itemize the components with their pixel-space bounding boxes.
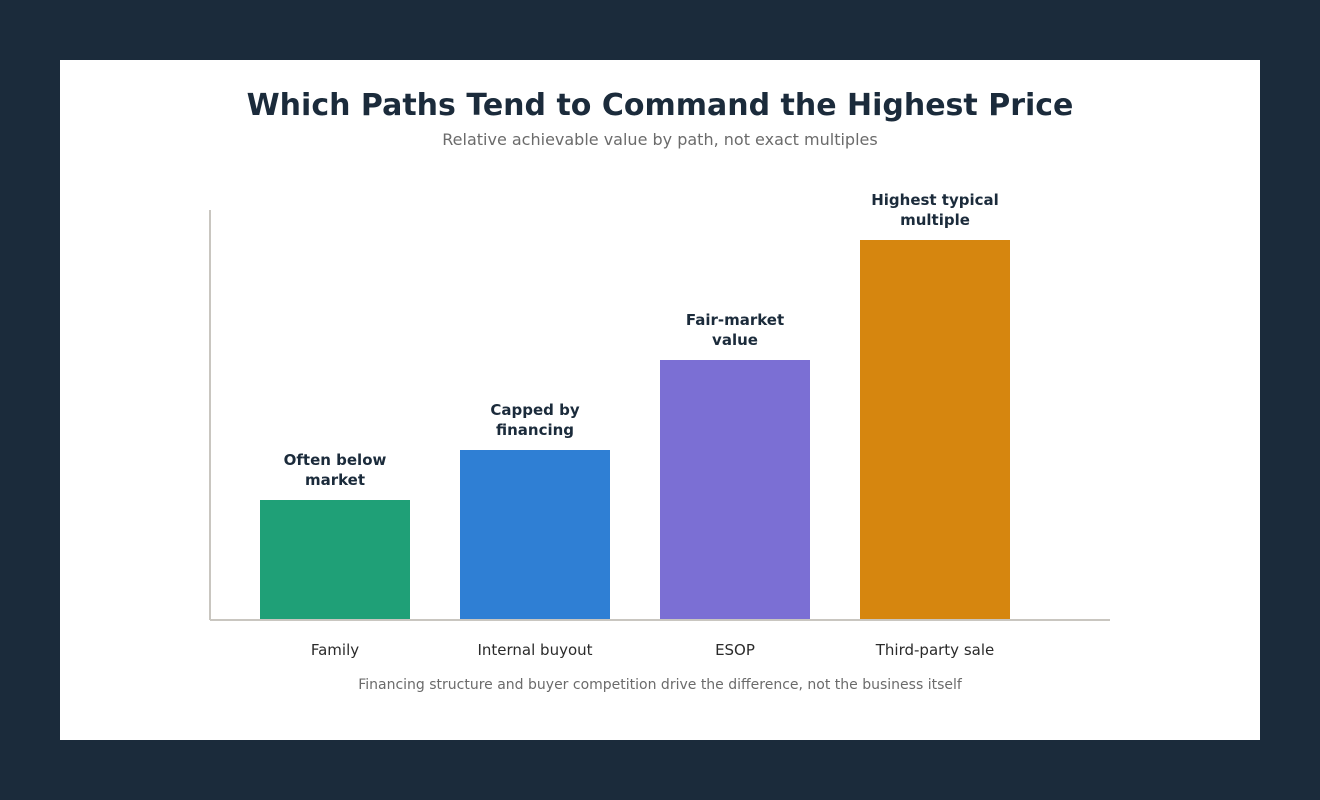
chart-card: Which Paths Tend to Command the Highest … xyxy=(60,60,1260,740)
data-label: Highest typical multiple xyxy=(871,191,999,229)
bar-third-party-sale xyxy=(860,240,1010,620)
bar-esop xyxy=(660,360,810,620)
chart-title: Which Paths Tend to Command the Highest … xyxy=(246,88,1074,123)
chart-subtitle: Relative achievable value by path, not e… xyxy=(442,130,878,149)
x-tick-label: Internal buyout xyxy=(477,641,592,659)
data-label: Fair-market value xyxy=(686,311,784,349)
chart-footnote: Financing structure and buyer competitio… xyxy=(358,677,962,693)
x-tick-label: Family xyxy=(311,641,359,659)
bar-internal-buyout xyxy=(460,450,610,620)
bars-layer xyxy=(260,240,1010,620)
x-tick-labels: Family Internal buyout ESOP Third-party sal… xyxy=(311,641,994,659)
bar-chart: Often below market Capped by financing Fair-… xyxy=(209,191,1110,659)
data-label: Often below market xyxy=(284,451,387,489)
x-tick-label: ESOP xyxy=(715,641,755,659)
x-tick-label: Third-party sale xyxy=(875,641,994,659)
data-label: Capped by financing xyxy=(490,401,579,439)
bar-family xyxy=(260,500,410,620)
data-labels-layer: Often below market Capped by financing Fair-… xyxy=(284,191,999,489)
